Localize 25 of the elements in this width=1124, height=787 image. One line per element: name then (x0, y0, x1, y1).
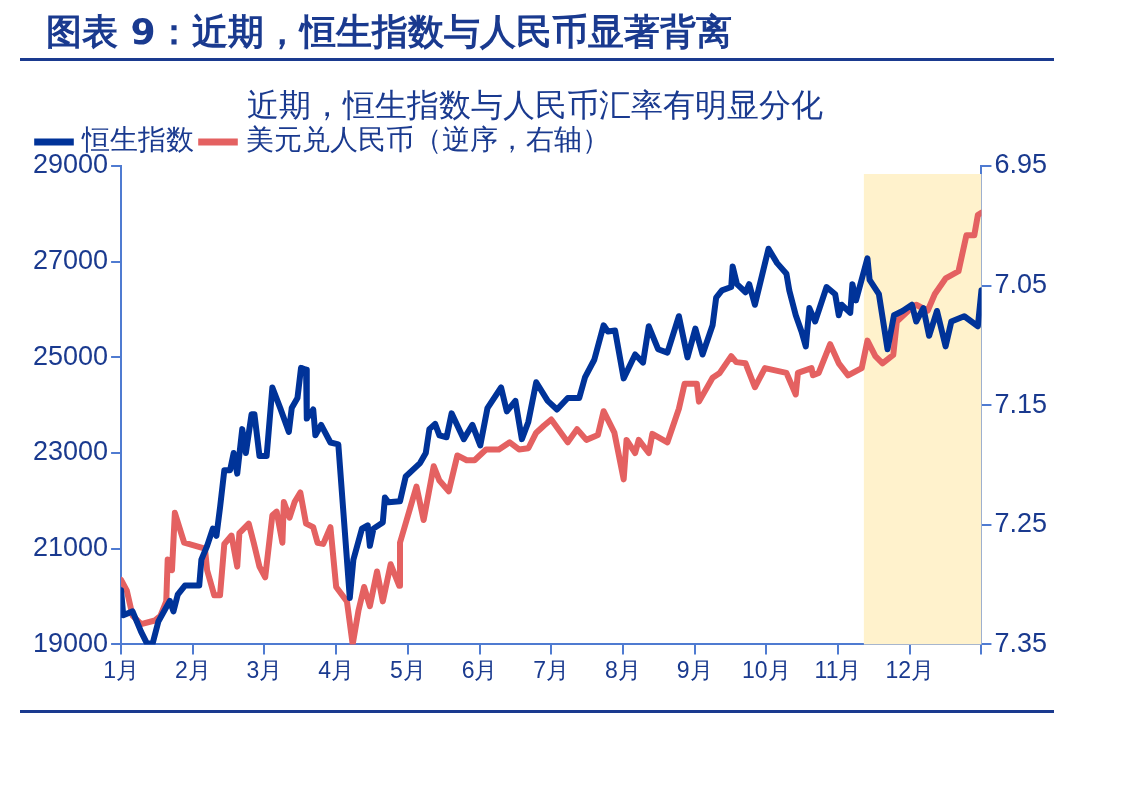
y-tick-label: 25000 (32, 340, 109, 371)
x-tick-label: 1月 (103, 656, 139, 683)
chart-title: 图表 9：近期，恒生指数与人民币显著背离 (46, 10, 732, 54)
y-tick-label: 19000 (32, 627, 109, 658)
y2-tick-label: 6.95 (994, 149, 1048, 180)
x-tick-label: 11月 (814, 656, 862, 683)
x-tick-label: 5月 (389, 656, 426, 683)
x-tick-label: 3月 (246, 656, 283, 683)
x-tick-label: 7月 (533, 656, 570, 683)
y2-tick-label: 7.25 (994, 508, 1048, 539)
y-tick-label: 21000 (32, 532, 109, 563)
x-tick-label: 9月 (676, 656, 713, 683)
x-tick-label: 12月 (885, 656, 935, 683)
y2-tick-label: 7.15 (994, 388, 1048, 419)
x-tick-label: 6月 (461, 656, 498, 683)
y-tick-label: 27000 (32, 245, 109, 276)
legend-label: 美元兑人民币（逆序，右轴） (246, 123, 610, 157)
y2-tick-label: 7.35 (994, 627, 1048, 658)
x-tick-label: 8月 (605, 656, 641, 683)
chart-subtitle: 近期，恒生指数与人民币汇率有明显分化 (247, 86, 823, 124)
x-tick-label: 2月 (174, 656, 211, 683)
y-tick-label: 23000 (32, 436, 109, 467)
x-tick-label: 4月 (318, 656, 355, 683)
y2-tick-label: 7.05 (994, 269, 1048, 300)
x-tick-label: 10月 (742, 656, 791, 683)
